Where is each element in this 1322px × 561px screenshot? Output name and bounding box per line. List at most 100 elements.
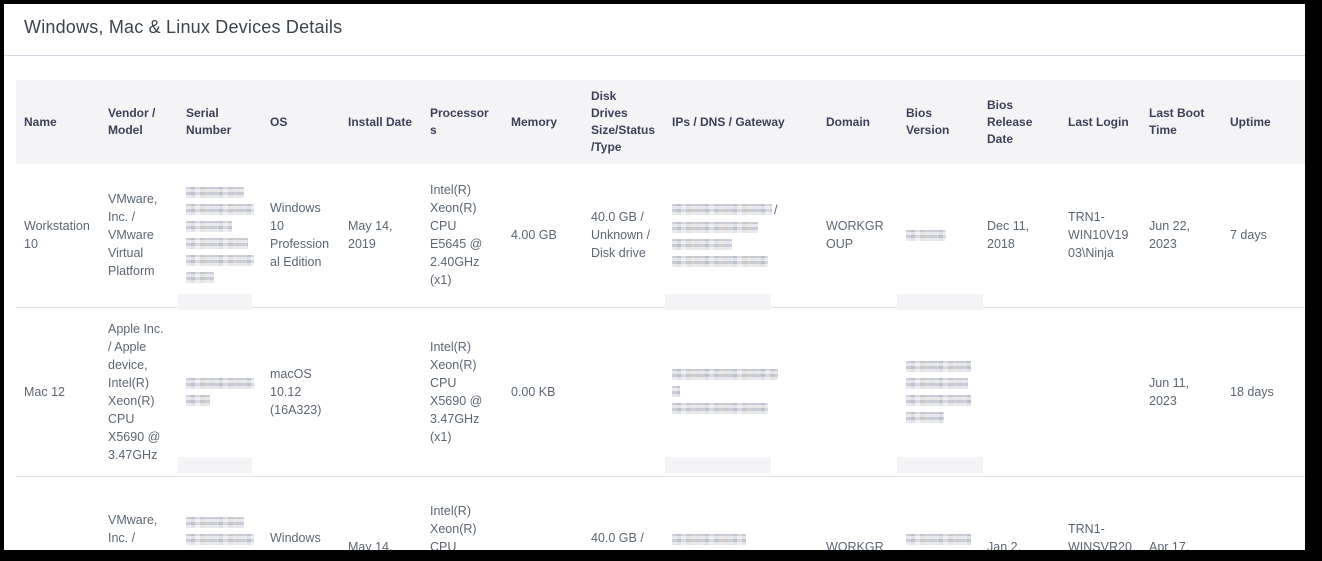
cell-value: VMware, Inc. / VMware Virtual Platform	[108, 513, 158, 550]
cell-last_boot_time: Apr 17, 2023	[1141, 476, 1222, 550]
cell-bios_release_date	[979, 307, 1060, 476]
cell-memory: 4.00 GB	[503, 476, 583, 550]
cell-name: Workstation 10	[16, 164, 100, 307]
column-header-bios_version: Bios Version	[898, 80, 979, 164]
redaction-block	[672, 403, 768, 414]
cell-value: Apr 17, 2023	[1149, 540, 1190, 550]
redaction-block	[672, 533, 746, 545]
cell-install_date: May 14, 2019	[340, 164, 422, 307]
cell-vendor_model: VMware, Inc. / VMware Virtual Platform	[100, 164, 178, 307]
redacted-text	[186, 184, 254, 201]
redaction-block	[672, 386, 680, 397]
redaction-block	[186, 394, 210, 406]
redacted-text	[672, 219, 810, 236]
redaction-block	[906, 229, 946, 241]
title-bar: Windows, Mac & Linux Devices Details	[4, 4, 1305, 56]
cell-value: Jan 2, 2019	[987, 540, 1022, 550]
cell-domain	[818, 307, 898, 476]
header-row: Name Vendor / Model Serial Number OS Install…	[16, 80, 1305, 164]
cell-value: Jun 22, 2023	[1149, 219, 1191, 252]
cell-os: macOS 10.12 (16A323)	[262, 307, 340, 476]
column-header-last_login: Last Login	[1060, 80, 1141, 164]
redaction-block	[672, 238, 732, 250]
cell-value: 40.0 GB / OK / Disk drive	[591, 531, 644, 550]
redaction-overflow-serial-2	[178, 457, 252, 473]
cell-value: Intel(R) Xeon(R) CPU E5645 @ 2.40GHz (x1…	[430, 504, 477, 550]
redaction-block	[672, 255, 768, 267]
cell-last_boot_time: Jun 22, 2023	[1141, 164, 1222, 307]
cell-value: 40.0 GB / Unknown / Disk drive	[591, 210, 651, 261]
redaction-overflow-bios-1	[897, 294, 983, 310]
redacted-text	[906, 358, 971, 375]
devices-table: Name Vendor / Model Serial Number OS Install…	[16, 80, 1305, 550]
redaction-block	[186, 255, 254, 267]
cell-value: Workstation 10	[24, 219, 90, 252]
cell-disk_drives	[583, 307, 664, 476]
column-header-name: Name	[16, 80, 100, 164]
cell-disk_drives: 40.0 GB / OK / Disk drive	[583, 476, 664, 550]
cell-install_date	[340, 307, 422, 476]
table-row: Server 16 VMware, Inc. / VMware Virtual P…	[16, 476, 1305, 550]
redaction-block	[906, 411, 944, 423]
redacted-text	[672, 366, 810, 383]
cell-os: Windows Server 2016	[262, 476, 340, 550]
cell-uptime: 7 days	[1222, 164, 1305, 307]
cell-bios_version	[898, 476, 979, 550]
redacted-text	[186, 375, 254, 392]
redacted-text	[906, 548, 971, 551]
cell-value: TRN1-WINSVR2016\Administrator	[1068, 522, 1132, 550]
redacted-text	[672, 400, 810, 417]
redaction-block	[906, 377, 968, 389]
cell-value: TRN1-WIN10V1903\Ninja	[1068, 210, 1129, 261]
cell-bios_release_date: Jan 2, 2019	[979, 476, 1060, 550]
cell-value: Apple Inc. / Apple device, Intel(R) Xeon…	[108, 321, 164, 462]
cell-value: 4.00 GB	[511, 549, 557, 550]
column-header-ips: IPs / DNS / Gateway	[664, 80, 818, 164]
cell-value: Mac 12	[24, 384, 65, 399]
redacted-text	[672, 548, 810, 551]
redacted-text	[186, 235, 254, 252]
cell-vendor_model: VMware, Inc. / VMware Virtual Platform	[100, 476, 178, 550]
redacted-text	[186, 252, 254, 269]
redacted-text	[672, 383, 810, 400]
cell-value: 0.00 KB	[511, 384, 556, 399]
redaction-overflow-bios-2	[897, 457, 983, 473]
cell-vendor_model: Apple Inc. / Apple device, Intel(R) Xeon…	[100, 307, 178, 476]
redaction-overflow-serial-1	[178, 294, 252, 310]
cell-value: Windows Server 2016	[270, 531, 321, 550]
cell-bios_version	[898, 307, 979, 476]
cell-uptime: 18 days	[1222, 307, 1305, 476]
cell-value: 4.00 GB	[511, 228, 557, 243]
redacted-text	[672, 531, 810, 548]
redaction-block	[186, 272, 214, 284]
redacted-text	[186, 531, 254, 548]
cell-disk_drives: 40.0 GB / Unknown / Disk drive	[583, 164, 664, 307]
redaction-block	[672, 204, 772, 216]
table-row: Workstation 10 VMware, Inc. / VMware Virt…	[16, 164, 1305, 307]
cell-install_date: May 14, 2019	[340, 476, 422, 550]
cell-value: Intel(R) Xeon(R) CPU X5690 @ 3.47GHz (x1…	[430, 339, 483, 444]
redacted-text	[906, 531, 971, 548]
redacted-text	[186, 548, 254, 551]
cell-memory: 4.00 GB	[503, 164, 583, 307]
redaction-block	[672, 369, 778, 380]
devices-panel: Windows, Mac & Linux Devices Details Nam…	[4, 4, 1305, 550]
redacted-text	[186, 514, 254, 531]
cell-value: Jun 11, 2023	[1149, 375, 1190, 408]
cell-ips	[664, 476, 818, 550]
column-header-memory: Memory	[503, 80, 583, 164]
redacted-text	[906, 409, 971, 426]
cell-uptime: 2 months	[1222, 476, 1305, 550]
redaction-block	[186, 238, 248, 250]
cell-value: Intel(R) Xeon(R) CPU E5645 @ 2.40GHz (x1…	[430, 183, 483, 288]
redaction-block	[186, 533, 254, 545]
cell-ips: /	[664, 164, 818, 307]
redaction-block	[906, 533, 971, 545]
column-header-bios_release_date: Bios Release Date	[979, 80, 1060, 164]
redaction-block	[906, 360, 971, 372]
cell-value: 2 months	[1230, 549, 1281, 550]
cell-bios_release_date: Dec 11, 2018	[979, 164, 1060, 307]
column-header-vendor_model: Vendor / Model	[100, 80, 178, 164]
cell-processors: Intel(R) Xeon(R) CPU E5645 @ 2.40GHz (x1…	[422, 476, 503, 550]
redaction-overflow-ips-1	[665, 294, 771, 310]
